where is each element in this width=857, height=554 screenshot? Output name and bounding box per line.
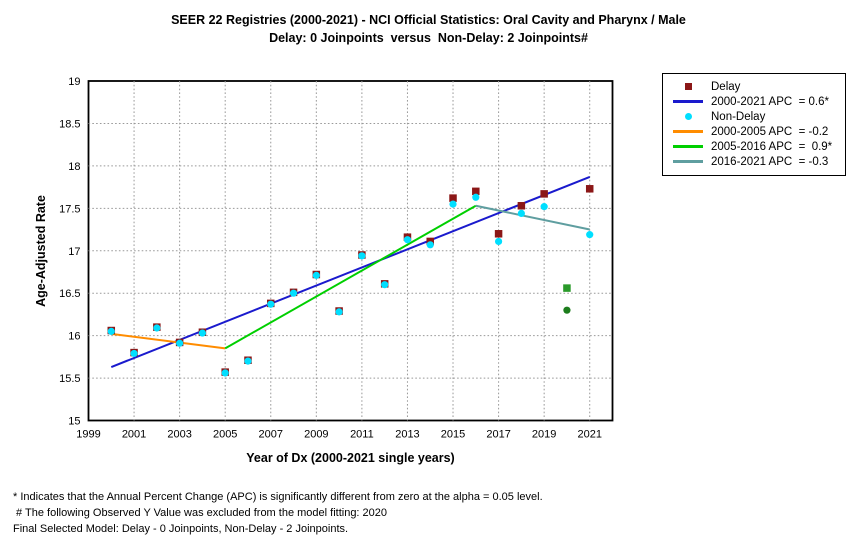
nondelay-point-2013 xyxy=(403,236,412,244)
legend-label: 2000-2005 APC = -0.2 xyxy=(711,125,829,138)
legend-item-2: Non-Delay xyxy=(663,109,845,124)
fit-line-0 xyxy=(110,175,591,368)
footnote-2: # The following Observed Y Value was exc… xyxy=(13,507,388,519)
delay-point-2021 xyxy=(585,185,594,193)
y-tick-18.5: 18.5 xyxy=(59,118,80,130)
legend-line-swatch xyxy=(673,145,703,148)
chart-subtitle: Delay: 0 Joinpoints versus Non-Delay: 2 … xyxy=(269,31,588,45)
legend-label: Delay xyxy=(711,80,741,93)
legend-item-0: Delay xyxy=(663,79,845,94)
y-axis-title: Age-Adjusted Rate xyxy=(34,195,48,307)
x-tick-2003: 2003 xyxy=(167,429,191,441)
legend-label: 2000-2021 APC = 0.6* xyxy=(711,95,829,108)
legend-circle-swatch xyxy=(673,113,703,120)
legend-label: Non-Delay xyxy=(711,110,766,123)
nondelay-point-2000 xyxy=(107,327,115,335)
nondelay-point-2001 xyxy=(130,349,138,358)
nondelay-point-2008 xyxy=(289,289,298,297)
nondelay-point-2006 xyxy=(244,357,252,365)
y-tick-16: 16 xyxy=(68,331,80,343)
nondelay-point-2014 xyxy=(426,241,434,249)
x-tick-2017: 2017 xyxy=(486,429,510,441)
nondelay-point-2003 xyxy=(176,339,184,347)
nondelay-point-2010 xyxy=(335,308,343,316)
nondelay-point-2015 xyxy=(449,200,457,208)
delay-point-2018 xyxy=(517,202,526,210)
x-tick-2019: 2019 xyxy=(532,429,556,441)
legend-square-swatch xyxy=(673,83,703,90)
y-tick-19: 19 xyxy=(68,76,80,88)
x-tick-2011: 2011 xyxy=(350,429,374,441)
y-tick-18: 18 xyxy=(68,161,80,173)
nondelay-point-2007 xyxy=(267,300,275,308)
y-tick-16.5: 16.5 xyxy=(59,288,80,300)
x-tick-2009: 2009 xyxy=(304,429,328,441)
nondelay-point-2019 xyxy=(540,203,548,211)
x-tick-2013: 2013 xyxy=(395,429,419,441)
chart-title: SEER 22 Registries (2000-2021) - NCI Off… xyxy=(171,13,686,27)
delay-point-2017 xyxy=(494,230,503,238)
x-tick-2007: 2007 xyxy=(259,429,283,441)
fit-line-2 xyxy=(224,204,477,350)
nondelay-point-2012 xyxy=(381,281,389,289)
legend-item-5: 2016-2021 APC = -0.3 xyxy=(663,154,845,169)
nondelay-point-2009 xyxy=(312,271,320,279)
delay-point-2020 xyxy=(563,284,571,292)
fit-line-1 xyxy=(111,332,226,350)
delay-point-2016 xyxy=(472,187,480,196)
nondelay-point-2004 xyxy=(198,329,207,337)
legend-line-swatch xyxy=(673,100,703,103)
x-tick-2015: 2015 xyxy=(441,429,465,441)
nondelay-point-2002 xyxy=(153,324,161,332)
legend-item-4: 2005-2016 APC = 0.9* xyxy=(663,139,845,154)
legend-item-3: 2000-2005 APC = -0.2 xyxy=(663,124,845,139)
chart-footnotes: * Indicates that the Annual Percent Chan… xyxy=(13,489,543,537)
legend-label: 2005-2016 APC = 0.9* xyxy=(711,140,833,153)
y-tick-15.5: 15.5 xyxy=(59,373,80,385)
plot-frame xyxy=(87,80,614,422)
x-tick-2005: 2005 xyxy=(213,429,237,441)
legend-line-swatch xyxy=(673,160,703,163)
nondelay-point-2021 xyxy=(586,231,594,239)
y-tick-17: 17 xyxy=(68,246,80,258)
legend-label: 2016-2021 APC = -0.3 xyxy=(711,155,829,168)
delay-point-2019 xyxy=(540,190,548,198)
nondelay-point-2018 xyxy=(517,209,525,218)
y-tick-17.5: 17.5 xyxy=(59,203,80,215)
fit-line-3 xyxy=(475,204,590,231)
legend-item-1: 2000-2021 APC = 0.6* xyxy=(663,94,845,109)
nondelay-point-2016 xyxy=(472,193,480,201)
chart-legend: Delay 2000-2021 APC = 0.6* Non-Delay 2000-2… xyxy=(662,73,846,176)
y-tick-15: 15 xyxy=(68,416,80,428)
nondelay-point-2005 xyxy=(221,369,229,377)
x-tick-1999: 1999 xyxy=(76,429,100,441)
footnote-3: Final Selected Model: Delay - 0 Joinpoin… xyxy=(13,523,349,535)
nondelay-point-2011 xyxy=(358,252,366,260)
x-axis-title: Year of Dx (2000-2021 single years) xyxy=(246,451,454,465)
footnote-1: * Indicates that the Annual Percent Chan… xyxy=(13,491,543,503)
nondelay-point-2020 xyxy=(563,306,571,314)
legend-line-swatch xyxy=(673,130,703,133)
nondelay-point-2017 xyxy=(494,237,503,246)
delay-point-2015 xyxy=(449,194,457,202)
x-tick-2001: 2001 xyxy=(122,429,146,441)
x-tick-2021: 2021 xyxy=(577,429,601,441)
